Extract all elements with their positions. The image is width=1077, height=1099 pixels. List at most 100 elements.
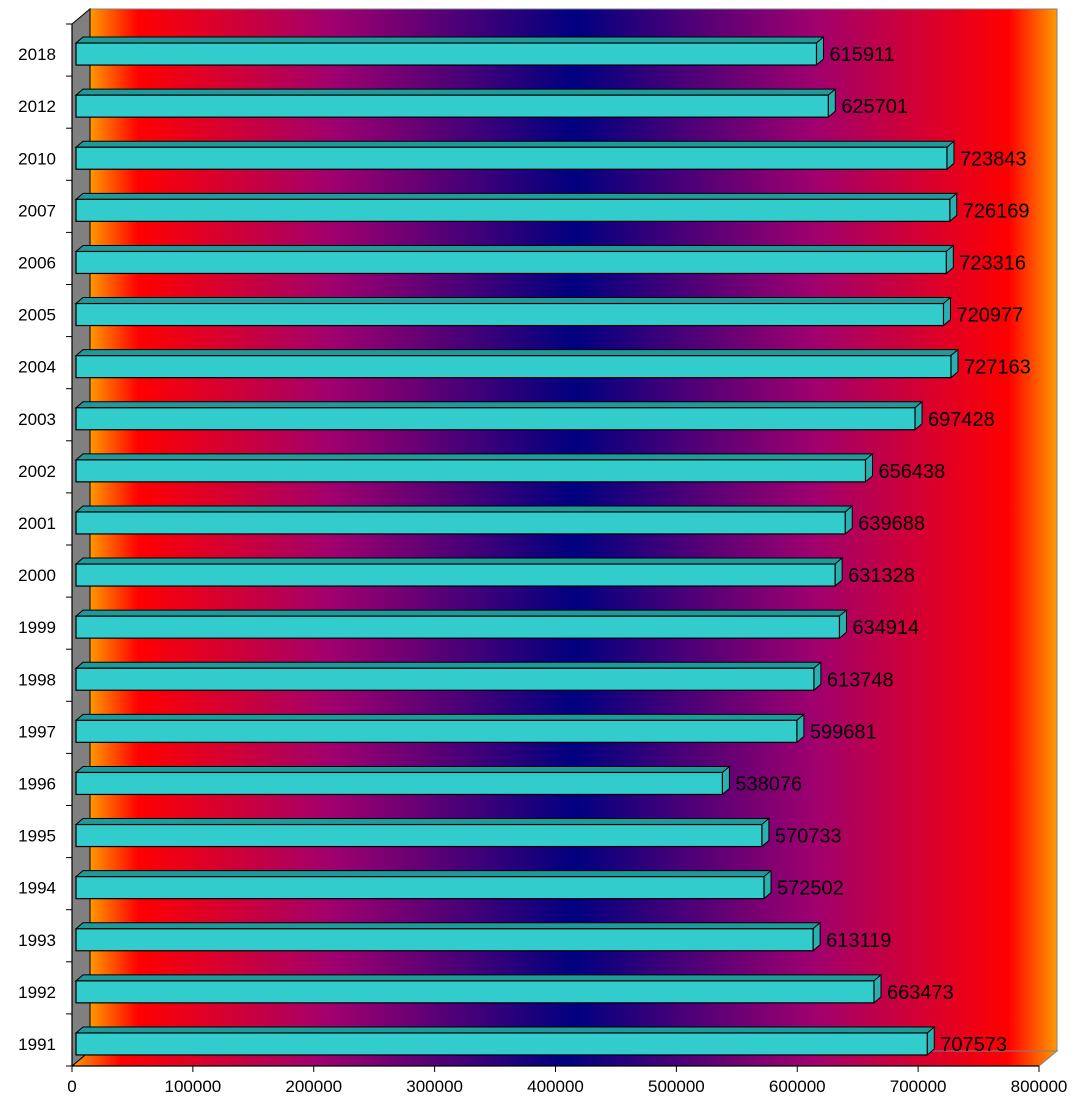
- x-tick-label: 300000: [406, 1077, 463, 1096]
- y-tick-label: 2006: [18, 253, 56, 272]
- x-tick-label: 800000: [1011, 1077, 1068, 1096]
- y-tick-label: 2000: [18, 566, 56, 585]
- data-label: 726169: [963, 200, 1030, 222]
- y-tick-label: 1994: [18, 879, 56, 898]
- data-label: 570733: [775, 826, 842, 848]
- y-tick-label: 2005: [18, 306, 56, 325]
- data-label: 697428: [928, 409, 995, 431]
- bar-front-face: [75, 198, 951, 222]
- bar-front-face: [75, 928, 814, 952]
- x-tick-label: 500000: [648, 1077, 705, 1096]
- x-tick-label: 200000: [285, 1077, 342, 1096]
- bar-top-face: [74, 505, 854, 513]
- y-tick-label: 2012: [18, 97, 56, 116]
- data-label: 625701: [841, 96, 908, 118]
- bar-front-face: [75, 459, 867, 483]
- data-label: 615911: [829, 44, 894, 66]
- data-labels: 615911 625701 723843 726169 723316 720977 7271…: [735, 44, 1030, 1056]
- data-label: 723843: [960, 148, 1027, 170]
- bar-front-face: [75, 355, 952, 379]
- bar-top-face: [74, 297, 952, 305]
- y-tick-label: 2003: [18, 410, 56, 429]
- bar-top-face: [74, 713, 806, 721]
- bar: [74, 869, 773, 900]
- bar-front-face: [75, 302, 945, 327]
- y-tick-label: 1995: [18, 827, 56, 846]
- y-tick-label: 2002: [18, 462, 56, 481]
- bar: [74, 817, 771, 848]
- data-label: 538076: [735, 773, 802, 795]
- data-label: 707573: [940, 1034, 1007, 1056]
- bars: [74, 35, 960, 1057]
- data-label: 572502: [777, 878, 844, 900]
- bar-front-face: [75, 876, 765, 900]
- bar: [74, 973, 883, 1004]
- bar-top-face: [74, 870, 773, 878]
- y-tick-label: 1999: [18, 618, 56, 637]
- bar-front-face: [75, 719, 798, 743]
- bar: [74, 140, 956, 171]
- data-label: 720977: [956, 305, 1023, 327]
- x-tick-label: 600000: [769, 1077, 826, 1096]
- bar-top-face: [74, 140, 956, 148]
- bar: [74, 556, 844, 588]
- bar-front-face: [75, 1032, 928, 1056]
- bar-front-face: [75, 615, 841, 639]
- bar-front-face: [75, 94, 829, 118]
- bar-top-face: [74, 974, 883, 982]
- bar-front-face: [75, 511, 846, 535]
- bar-front-face: [75, 980, 875, 1004]
- y-tick-label: 1996: [18, 774, 56, 793]
- y-tick-label: 2010: [18, 149, 56, 168]
- y-tick-label: 1998: [18, 670, 56, 689]
- data-label: 599681: [810, 721, 877, 743]
- bar-front-face: [75, 771, 723, 796]
- bar-front-face: [75, 667, 815, 691]
- bar-front-face: [75, 823, 763, 848]
- bar-top-face: [74, 244, 955, 252]
- bar: [74, 1025, 936, 1057]
- bar: [74, 713, 806, 744]
- x-tick-label: 100000: [165, 1077, 222, 1096]
- y-tick-label: 2007: [18, 201, 56, 220]
- data-label: 663473: [887, 982, 954, 1004]
- bar-top-face: [74, 818, 771, 826]
- y-tick-label: 1997: [18, 722, 56, 741]
- bar-top-face: [74, 765, 731, 773]
- bar-top-face: [74, 557, 844, 565]
- bar-top-face: [74, 661, 823, 669]
- y-tick-label: 2004: [18, 358, 56, 377]
- y-tick-label: 2001: [18, 514, 56, 533]
- bar: [74, 35, 825, 67]
- data-label: 613119: [826, 930, 891, 952]
- data-label: 727163: [964, 357, 1031, 379]
- bar-top-face: [74, 36, 825, 44]
- axes: 0 100000 200000 300000 400000 500000 600000 700…: [18, 23, 1068, 1096]
- data-label: 639688: [858, 513, 925, 535]
- bar-top-face: [74, 88, 837, 96]
- bar-front-face: [75, 42, 818, 66]
- bar: [74, 609, 848, 640]
- bar-top-face: [74, 453, 874, 461]
- bar: [74, 661, 823, 692]
- data-label: 613748: [827, 669, 894, 691]
- data-label: 634914: [852, 617, 919, 639]
- bar-top-face: [74, 1026, 936, 1034]
- data-label: 656438: [878, 461, 945, 483]
- bar: [74, 765, 731, 796]
- bar: [74, 244, 955, 275]
- x-tick-label: 0: [67, 1077, 76, 1096]
- y-tick-label: 2018: [18, 45, 56, 64]
- bar-front-face: [75, 407, 916, 431]
- bar-front-face: [75, 563, 836, 587]
- bar-front-face: [75, 250, 947, 275]
- bar-top-face: [74, 192, 959, 200]
- y-tick-label: 1992: [18, 983, 56, 1002]
- bar: [74, 400, 924, 431]
- x-tick-label: 700000: [890, 1077, 947, 1096]
- x-tick-label: 400000: [527, 1077, 584, 1096]
- data-label: 631328: [848, 565, 915, 587]
- y-tick-label: 1991: [18, 1035, 56, 1054]
- bar: [74, 452, 874, 483]
